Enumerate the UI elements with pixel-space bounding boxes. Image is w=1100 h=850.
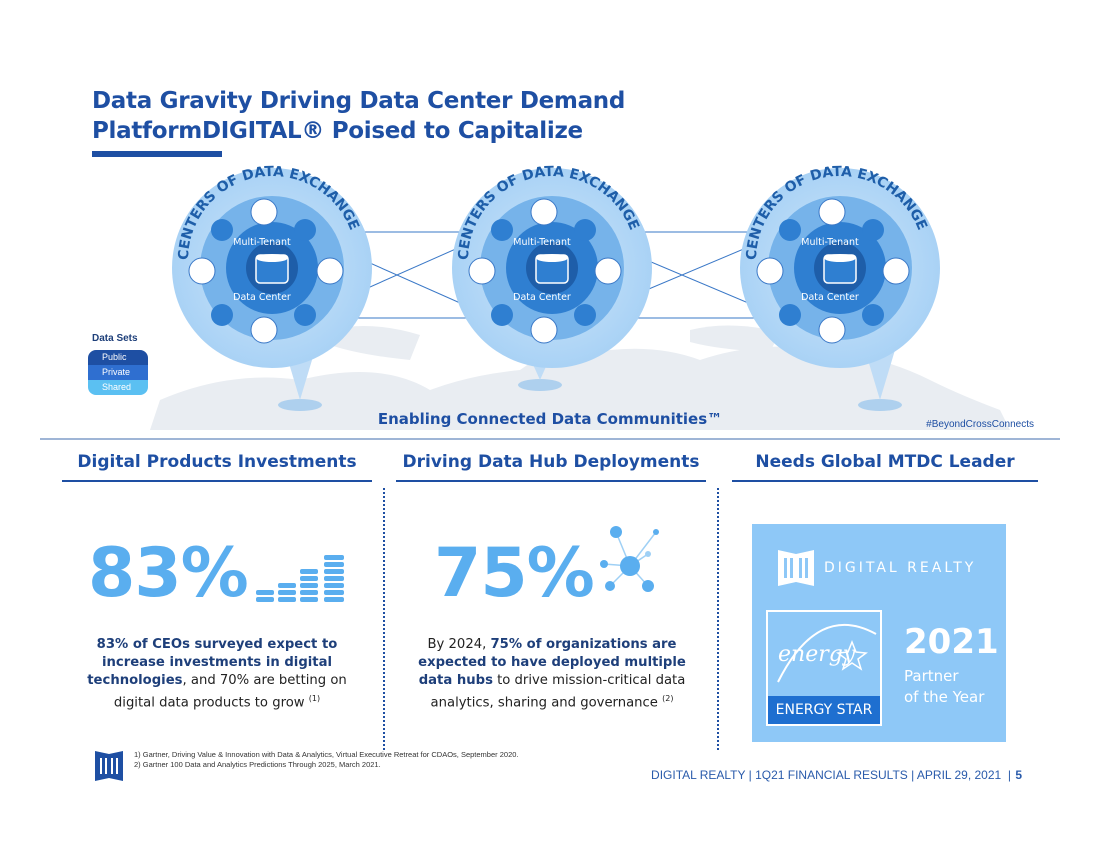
svg-text:Multi-Tenant: Multi-Tenant bbox=[233, 237, 291, 248]
col1-heading: Digital Products Investments bbox=[77, 452, 357, 472]
svg-text:Data Center: Data Center bbox=[233, 292, 291, 303]
data-exchange-diagram: CENTERS OF DATA EXCHANGE Multi-Tenant Da… bbox=[0, 160, 1100, 440]
energy-star-logo: energy ENERGY STAR bbox=[766, 610, 882, 726]
section-divider bbox=[40, 438, 1060, 440]
hub-network-graphic: CENTERS OF DATA EXCHANGE Multi-Tenant Da… bbox=[150, 164, 1010, 430]
col1-description: 83% of CEOs surveyed expect to increase … bbox=[87, 637, 347, 711]
svg-text:Data Center: Data Center bbox=[801, 292, 859, 303]
award-year: 2021 bbox=[904, 622, 999, 662]
dataset-shared: Shared bbox=[88, 380, 148, 395]
col2-underline bbox=[396, 480, 706, 482]
title-line-2: PlatformDIGITAL® Poised to Capitalize bbox=[92, 118, 583, 144]
enabling-caption: Enabling Connected Data Communities™ bbox=[377, 410, 723, 428]
svg-text:Multi-Tenant: Multi-Tenant bbox=[513, 237, 571, 248]
col3-heading: Needs Global MTDC Leader bbox=[755, 452, 1015, 472]
hub-left: CENTERS OF DATA EXCHANGE Multi-Tenant Da… bbox=[172, 164, 372, 411]
dataset-public: Public bbox=[88, 350, 148, 365]
datasets-stack: Public Private Shared bbox=[88, 350, 148, 395]
stat-83: 83% bbox=[88, 534, 249, 613]
footer-text: DIGITAL REALTY | 1Q21 FINANCIAL RESULTS … bbox=[651, 768, 1011, 782]
svg-text:Multi-Tenant: Multi-Tenant bbox=[801, 237, 859, 248]
col2-heading: Driving Data Hub Deployments bbox=[402, 452, 700, 472]
column-separator-1 bbox=[383, 488, 385, 750]
footnote-2: 2) Gartner 100 Data and Analytics Predic… bbox=[134, 760, 381, 769]
digital-realty-footer-logo-icon bbox=[95, 751, 123, 781]
title-underline bbox=[92, 151, 222, 157]
col2-description: By 2024, 75% of organizations are expect… bbox=[418, 637, 686, 711]
award-title: Partner of the Year bbox=[904, 667, 985, 706]
award-brand: DIGITAL REALTY bbox=[824, 560, 977, 576]
energy-star-script: energy bbox=[778, 642, 856, 667]
hashtag: #BeyondCrossConnects bbox=[926, 419, 1034, 430]
energy-star-label: ENERGY STAR bbox=[768, 696, 880, 724]
column-separator-2 bbox=[717, 488, 719, 750]
footnotes: 1) Gartner, Driving Value & Innovation w… bbox=[134, 750, 519, 770]
energy-star-arc-icon bbox=[777, 624, 877, 683]
digital-realty-logo-icon bbox=[778, 550, 814, 586]
datasets-label: Data Sets bbox=[92, 333, 138, 344]
stat-75: 75% bbox=[434, 534, 595, 613]
col1-underline bbox=[62, 480, 372, 482]
hub-right: CENTERS OF DATA EXCHANGE Multi-Tenant Da… bbox=[740, 164, 940, 411]
coin-stack-icon bbox=[256, 555, 344, 602]
page-title: Data Gravity Driving Data Center Demand … bbox=[92, 86, 625, 146]
page-number: 5 bbox=[1015, 768, 1022, 782]
col3-underline bbox=[732, 480, 1038, 482]
dataset-private: Private bbox=[88, 365, 148, 380]
network-icon bbox=[600, 526, 659, 592]
world-map bbox=[150, 325, 1010, 430]
title-line-1: Data Gravity Driving Data Center Demand bbox=[92, 88, 626, 114]
svg-text:Data Center: Data Center bbox=[513, 292, 571, 303]
footnote-1: 1) Gartner, Driving Value & Innovation w… bbox=[134, 750, 519, 759]
